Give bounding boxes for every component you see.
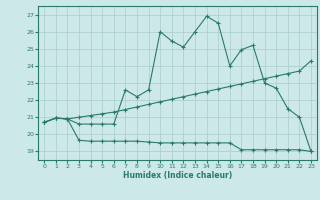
X-axis label: Humidex (Indice chaleur): Humidex (Indice chaleur) — [123, 171, 232, 180]
